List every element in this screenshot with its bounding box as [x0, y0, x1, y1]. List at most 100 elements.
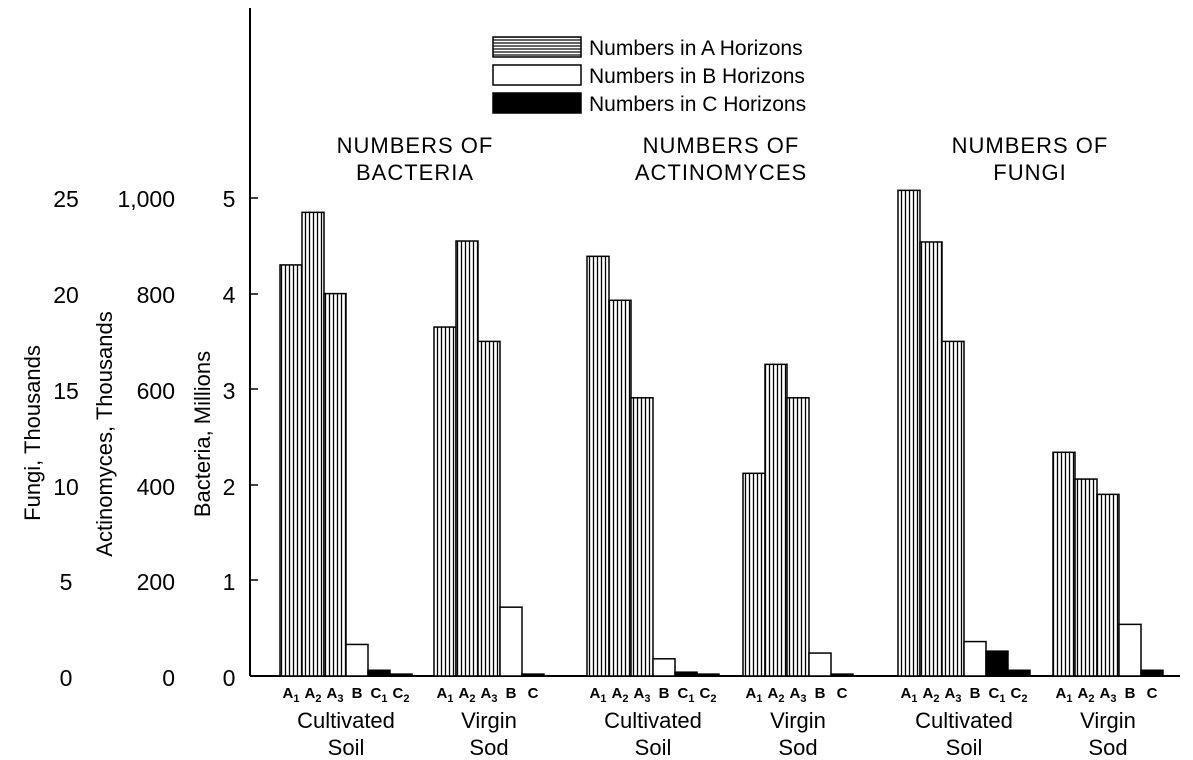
bar-a3-horizon-a — [1096, 493, 1120, 677]
legend: Numbers in A Horizons Numbers in B Horiz… — [492, 36, 806, 116]
bar-a1-horizon-a — [742, 472, 766, 677]
group-label: Soil — [946, 735, 983, 760]
legend-label-c: Numbers in C Horizons — [589, 93, 806, 116]
bar-label: C2 — [393, 685, 410, 705]
legend-swatch-white — [492, 64, 582, 86]
legend-label-b: Numbers in B Horizons — [589, 65, 805, 88]
bar-label: C2 — [700, 685, 717, 705]
fungi-tick-0: 0 — [60, 665, 73, 691]
group-labels-layer: CultivatedSoilVirginSodCultivatedSoilVir… — [297, 708, 1136, 760]
group-label: Soil — [328, 735, 365, 760]
group-label: Sod — [469, 735, 508, 760]
group-label: Cultivated — [915, 708, 1013, 733]
legend-item-c-horizons: Numbers in C Horizons — [492, 92, 806, 116]
bar-label: A3 — [945, 685, 962, 705]
bar-b-horizon-b — [808, 652, 832, 677]
bar-label: C — [837, 685, 848, 702]
bar-c-horizon-c — [830, 673, 854, 677]
bar-label: C2 — [1011, 685, 1028, 705]
legend-swatch-black — [492, 92, 582, 114]
bar-a2-horizon-a — [1074, 478, 1098, 677]
bar-a3-horizon-a — [477, 340, 501, 677]
bar-label: A3 — [790, 685, 807, 705]
actinomyces-axis-ticks: 0 200 400 600 800 1,000 — [117, 186, 175, 691]
bar-a2-horizon-a — [301, 211, 325, 677]
panel-title-fungi-line1: NUMBERS OF — [952, 133, 1109, 158]
panel-title-fungi-line2: FUNGI — [993, 160, 1066, 185]
group-label: Sod — [1088, 735, 1127, 760]
legend-swatch-striped — [492, 36, 582, 58]
bar-a2-horizon-a — [919, 241, 943, 677]
legend-label-a: Numbers in A Horizons — [589, 37, 803, 60]
actinomyces-tick-3: 600 — [137, 378, 175, 404]
bar-label: A1 — [590, 685, 607, 705]
bar-label: A2 — [1078, 685, 1095, 705]
fungi-tick-5: 25 — [53, 186, 79, 212]
group-label: Virgin — [461, 708, 517, 733]
bar-c1-horizon-c — [367, 669, 391, 677]
bar-label: C — [528, 685, 539, 702]
panel-title-bacteria-line2: BACTERIA — [356, 160, 474, 185]
panel-titles: NUMBERS OF BACTERIA NUMBERS OF ACTINOMYC… — [337, 133, 1109, 185]
bacteria-tick-2: 2 — [223, 474, 236, 500]
bar-label: A1 — [283, 685, 300, 705]
group-label: Sod — [778, 735, 817, 760]
bar-label: B — [815, 685, 826, 702]
bar-label: B — [352, 685, 363, 702]
actinomyces-tick-4: 800 — [137, 282, 175, 308]
fungi-tick-2: 10 — [53, 474, 79, 500]
bar-label: B — [1125, 685, 1136, 702]
group-label: Cultivated — [604, 708, 702, 733]
y-axis-ticks — [250, 197, 258, 581]
bar-label: A2 — [923, 685, 940, 705]
bar-b-horizon-b — [1118, 623, 1142, 677]
bar-a2-horizon-a — [608, 299, 632, 677]
bar-b-horizon-b — [345, 643, 369, 677]
bar-label: A3 — [481, 685, 498, 705]
bar-a2-horizon-a — [455, 240, 479, 677]
bacteria-tick-4: 4 — [223, 282, 236, 308]
actinomyces-axis-title: Actinomyces, Thousands — [92, 311, 117, 556]
group-label: Soil — [635, 735, 672, 760]
actinomyces-tick-0: 0 — [162, 665, 175, 691]
bar-a1-horizon-a — [279, 264, 303, 677]
bar-a3-horizon-a — [630, 397, 654, 677]
bar-label: A2 — [768, 685, 785, 705]
panel-title-actinomyces-line2: ACTINOMYCES — [635, 160, 807, 185]
bar-b-horizon-b — [963, 640, 987, 677]
bar-c2-horizon-c — [1007, 669, 1031, 677]
bar-c1-horizon-c — [674, 671, 698, 677]
bar-label: C — [1147, 685, 1158, 702]
bar-label: A2 — [305, 685, 322, 705]
legend-item-a-horizons: Numbers in A Horizons — [492, 36, 803, 60]
actinomyces-tick-1: 200 — [137, 569, 175, 595]
bar-b-horizon-b — [652, 658, 676, 677]
bar-label: A3 — [327, 685, 344, 705]
bar-c1-horizon-c — [985, 650, 1009, 677]
bar-a1-horizon-a — [897, 189, 921, 677]
group-label: Cultivated — [297, 708, 395, 733]
bar-c-horizon-c — [1140, 669, 1164, 677]
bacteria-axis-ticks: 0 1 2 3 4 5 — [223, 186, 236, 691]
bar-label: B — [970, 685, 981, 702]
bar-a3-horizon-a — [323, 292, 347, 677]
bar-a3-horizon-a — [941, 340, 965, 677]
bar-label: A3 — [1100, 685, 1117, 705]
bar-label: C1 — [678, 685, 695, 705]
fungi-tick-3: 15 — [53, 378, 79, 404]
panel-title-bacteria-line1: NUMBERS OF — [337, 133, 494, 158]
bar-b-horizon-b — [499, 606, 523, 677]
bacteria-tick-3: 3 — [223, 378, 236, 404]
bar-labels-layer: A1 A2 A3 B C1 C2 A1 A2 A3 B C A1 A2 A3 B C1 C2 A1 A2 A3 B C A1… — [283, 685, 1158, 705]
bar-label: A1 — [901, 685, 918, 705]
fungi-axis-ticks: 0 5 10 15 20 25 — [53, 186, 79, 691]
bar-c2-horizon-c — [696, 673, 720, 677]
bar-label: A2 — [612, 685, 629, 705]
group-label: Virgin — [770, 708, 826, 733]
bar-label: A3 — [634, 685, 651, 705]
bar-a1-horizon-a — [1052, 451, 1076, 677]
panel-title-actinomyces-line1: NUMBERS OF — [643, 133, 800, 158]
bar-c-horizon-c — [521, 673, 545, 677]
bacteria-axis-title: Bacteria, Millions — [190, 351, 215, 517]
actinomyces-tick-2: 400 — [137, 474, 175, 500]
